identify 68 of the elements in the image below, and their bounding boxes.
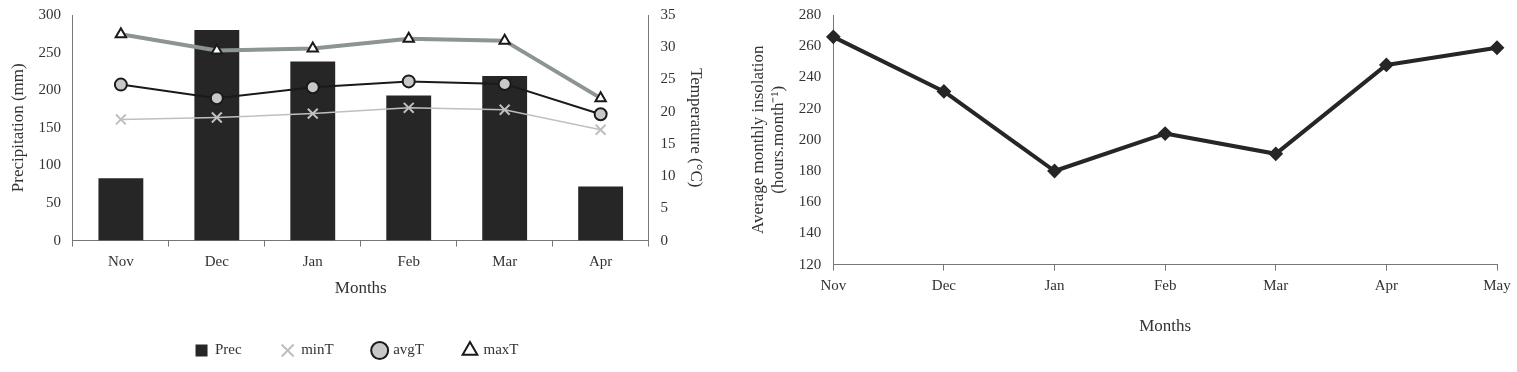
y-tick-label: 280	[798, 5, 822, 22]
y-axis-title: Precipitation (mm)	[7, 63, 27, 193]
point	[402, 101, 415, 114]
y-tick-label: 120	[798, 255, 822, 272]
y2-axis-title: Temperature (°C)	[687, 68, 707, 188]
point	[1490, 40, 1504, 55]
point	[1268, 146, 1283, 161]
x-tick-label: Jan	[1044, 276, 1066, 293]
x-axis-title: Months	[334, 278, 387, 298]
y-tick-label: 50	[45, 193, 61, 210]
x-tick-label: Mar	[492, 252, 518, 269]
y2-tick-label: 15	[660, 134, 676, 151]
y2-tick-label: 30	[660, 38, 676, 55]
point	[594, 123, 607, 136]
bar	[98, 178, 144, 241]
y2-tick-label: 0	[660, 231, 669, 248]
point	[401, 74, 416, 89]
point	[305, 80, 320, 95]
x-tick-label: Mar	[1263, 276, 1289, 293]
legend-label: Prec	[215, 341, 243, 358]
y-tick-label: 200	[798, 130, 822, 147]
point	[498, 103, 511, 116]
point	[497, 76, 512, 91]
y2-tick-label: 10	[660, 167, 676, 184]
y-tick-label: 200	[38, 81, 61, 98]
y-tick-label: 0	[53, 231, 61, 248]
x-tick-label: Feb	[397, 252, 420, 269]
y-tick-label: 180	[798, 161, 822, 178]
y2-tick-label: 5	[660, 199, 669, 216]
y-tick-label: 250	[38, 43, 61, 60]
x-tick-label: Apr	[1374, 276, 1399, 293]
y-tick-label: 240	[798, 68, 822, 85]
x-tick-label: Dec	[204, 252, 230, 269]
legend-label: avgT	[393, 341, 424, 358]
x-tick-label: May	[1483, 276, 1512, 293]
point	[1379, 57, 1394, 72]
y-tick-label: 140	[798, 224, 822, 241]
point	[306, 107, 319, 120]
x-tick-label: Feb	[1153, 276, 1177, 293]
point	[826, 29, 841, 44]
point	[113, 77, 128, 92]
y2-tick-label: 35	[660, 5, 676, 22]
bar	[578, 186, 624, 241]
bar	[386, 95, 432, 241]
point	[593, 107, 608, 122]
x-tick-label: Nov	[820, 276, 847, 293]
x-axis-title: Months	[1139, 316, 1192, 336]
y-axis-title: Average monthly insolation (hours.month⁻¹)	[747, 45, 788, 235]
y-tick-label: 150	[38, 118, 61, 135]
x-tick-label: Nov	[107, 252, 135, 269]
x-tick-label: Dec	[931, 276, 957, 293]
point	[1158, 126, 1173, 141]
y-tick-label: 100	[38, 156, 61, 173]
y-tick-label: 300	[38, 5, 61, 22]
y2-tick-label: 25	[660, 70, 676, 87]
y2-tick-label: 20	[660, 102, 676, 119]
x-tick-label: Jan	[302, 252, 324, 269]
point	[210, 111, 223, 124]
point	[114, 113, 127, 126]
y-tick-label: 260	[798, 37, 822, 54]
point	[936, 84, 951, 99]
x-tick-label: Apr	[588, 252, 613, 269]
point	[209, 91, 224, 106]
legend-label: minT	[301, 341, 334, 358]
point	[1047, 164, 1062, 178]
y-tick-label: 220	[798, 99, 822, 116]
y-tick-label: 160	[798, 193, 822, 210]
legend-label: maxT	[483, 341, 519, 358]
